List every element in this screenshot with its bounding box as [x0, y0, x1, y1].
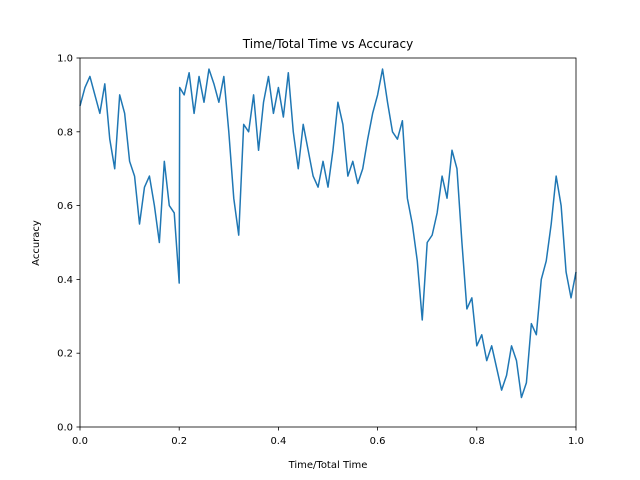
x-tick-label: 0.4	[270, 436, 286, 447]
x-tick-label: 0.6	[370, 436, 386, 447]
y-tick-label: 0.2	[57, 349, 73, 360]
data-line	[79, 68, 577, 399]
x-tick-label: 0.0	[72, 436, 88, 447]
y-tick-label: 0.8	[57, 127, 73, 138]
x-tick-label: 0.2	[171, 436, 187, 447]
x-axis-label: Time/Total Time	[288, 460, 368, 471]
plot-frame	[79, 57, 577, 428]
x-tick-label: 1.0	[568, 436, 584, 447]
y-tick-label: 1.0	[57, 54, 73, 65]
x-tick-label: 0.8	[469, 436, 485, 447]
chart-title: Time/Total Time vs Accuracy	[242, 37, 413, 51]
y-axis-label: Accuracy	[31, 220, 42, 266]
y-tick-label: 0.0	[57, 423, 73, 434]
y-tick-label: 0.6	[57, 201, 73, 212]
y-tick-label: 0.4	[57, 275, 73, 286]
